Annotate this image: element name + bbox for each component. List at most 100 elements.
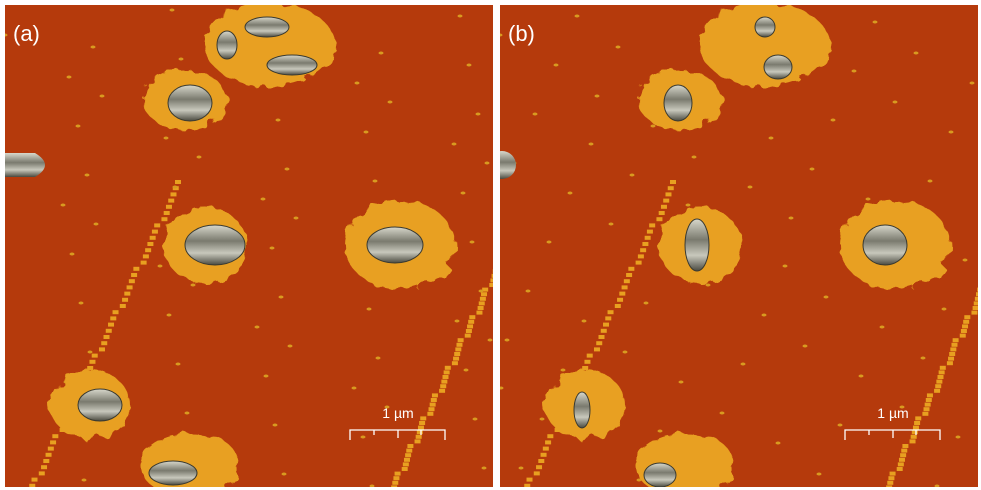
streak-dot	[152, 230, 158, 234]
streak-dot	[900, 453, 906, 457]
particle	[88, 351, 93, 354]
scale-bar-label: 1 µm	[382, 405, 413, 421]
particle	[476, 113, 481, 116]
particle	[942, 308, 947, 311]
streak-dot	[418, 426, 424, 430]
streak-dot	[953, 338, 959, 342]
metal-blob	[644, 463, 676, 487]
particle	[100, 95, 105, 98]
streak-dot	[911, 435, 917, 439]
particle	[82, 479, 87, 482]
streak-dot	[974, 301, 980, 305]
streak-dot	[404, 458, 410, 462]
particle	[928, 180, 933, 183]
particle	[461, 192, 466, 195]
particle	[482, 467, 487, 470]
streak-dot	[458, 338, 464, 342]
streak-dot	[545, 440, 551, 444]
streak-dot	[601, 329, 607, 333]
particle	[158, 265, 163, 268]
streak-dot	[445, 366, 451, 370]
streak-dot	[145, 248, 151, 252]
streak-dot	[608, 310, 614, 314]
particle	[264, 375, 269, 378]
metal-blob	[664, 85, 692, 121]
streak-dot	[444, 370, 450, 374]
streak-dot	[964, 315, 970, 319]
streak-dot	[527, 478, 533, 482]
streak-dot	[642, 242, 648, 246]
particle	[720, 412, 725, 415]
streak-dot	[897, 467, 903, 471]
metal-blob	[755, 17, 775, 37]
streak-dot	[439, 389, 445, 393]
particle	[810, 168, 815, 171]
particle	[914, 52, 919, 55]
particle	[67, 76, 72, 79]
streak-dot	[638, 254, 644, 258]
particle	[783, 265, 788, 268]
streak-dot	[92, 354, 98, 358]
streak-dot	[393, 476, 399, 480]
streak-dot	[391, 485, 397, 489]
particle	[470, 241, 475, 244]
streak-dot	[440, 384, 446, 388]
streak-dot	[624, 279, 630, 283]
streak-dot	[479, 301, 485, 305]
streak-dot	[161, 217, 167, 221]
particle	[533, 113, 538, 116]
particle	[949, 131, 954, 134]
particle	[893, 101, 898, 104]
streak-dot	[469, 315, 475, 319]
panel-label: (a)	[13, 21, 40, 46]
particle	[288, 345, 293, 348]
particle	[776, 442, 781, 445]
streak-dot	[415, 439, 421, 443]
streak-dot	[603, 323, 609, 327]
streak-dot	[605, 316, 611, 320]
particle	[373, 180, 378, 183]
particle	[963, 259, 968, 262]
streak-dot	[419, 421, 425, 425]
streak-dot	[467, 324, 473, 328]
streak-dot	[124, 292, 130, 296]
streak-dot	[668, 186, 674, 190]
streak-dot	[951, 343, 957, 347]
particle	[294, 217, 299, 220]
particle	[488, 339, 493, 342]
streak-dot	[154, 223, 160, 227]
streak-dot	[949, 352, 955, 356]
panel-content	[3, 3, 502, 490]
streak-dot	[524, 484, 530, 488]
streak-dot	[50, 440, 56, 444]
streak-dot	[402, 467, 408, 471]
metal-blob	[168, 85, 212, 121]
particle	[623, 351, 628, 354]
streak-dot	[659, 211, 665, 215]
streak-dot	[129, 279, 135, 283]
streak-dot	[89, 360, 95, 364]
tip	[5, 153, 45, 177]
streak-dot	[101, 341, 107, 345]
streak-dot	[626, 273, 632, 277]
streak-dot	[395, 472, 401, 476]
streak-dot	[887, 481, 893, 485]
particle	[789, 217, 794, 220]
particle	[70, 253, 75, 256]
streak-dot	[961, 329, 967, 333]
particle	[3, 34, 8, 37]
streak-dot	[536, 465, 542, 469]
streak-dot	[122, 298, 128, 302]
streak-dot	[619, 292, 625, 296]
particle	[561, 369, 566, 372]
streak-dot	[46, 453, 52, 457]
streak-dot	[48, 447, 54, 451]
metal-blob	[217, 31, 237, 59]
streak-dot	[43, 459, 49, 463]
streak-dot	[420, 416, 426, 420]
scale-bar-label: 1 µm	[877, 405, 908, 421]
particle	[838, 424, 843, 427]
streak-dot	[665, 192, 671, 196]
streak-dot	[901, 449, 907, 453]
particle	[473, 418, 478, 421]
